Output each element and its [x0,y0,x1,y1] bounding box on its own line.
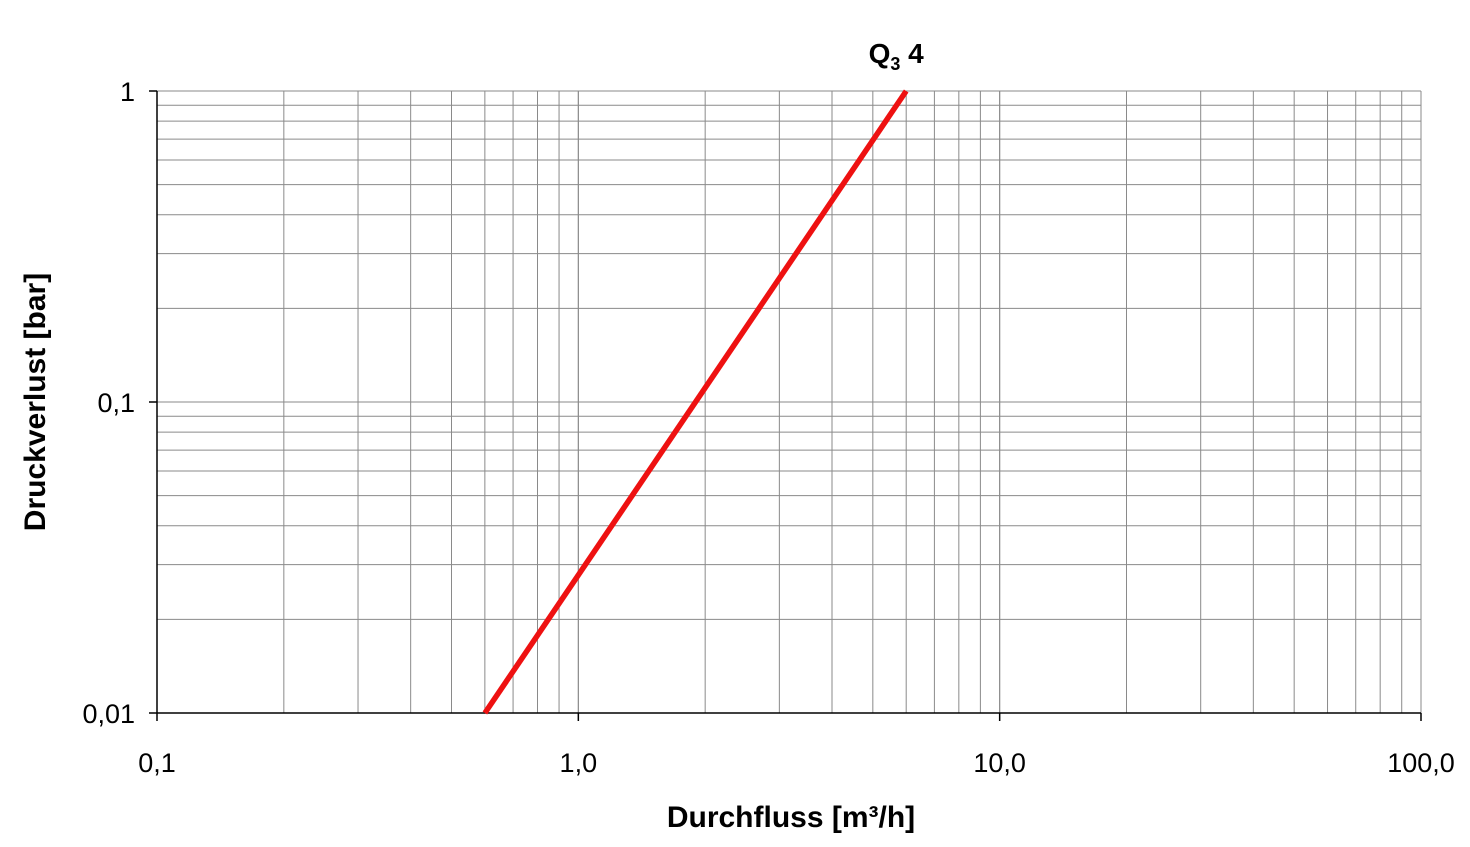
tick-labels: 0,1 1,0 10,0 100,010,10,01 [82,77,1454,778]
x-tick-label: 1,0 [560,748,598,778]
x-tick-label: 0,1 [138,748,176,778]
axes [149,90,1422,721]
y-axis-title: Druckverlust [bar] [19,273,52,531]
annotation-subscript: 3 [890,54,900,74]
x-tick-label: 100,0 [1387,748,1455,778]
series-lines [482,89,909,715]
x-axis-title: Durchfluss [m³/h] [667,801,915,834]
annotation-rest: 4 [900,38,924,69]
y-tick-label: 1 [120,77,135,107]
annotation-main: Q [869,38,891,69]
y-tick-label: 0,1 [97,388,135,418]
y-tick-label: 0,01 [82,699,135,729]
grid-lines [157,90,1422,713]
x-tick-label: 10,0 [973,748,1026,778]
curve-annotation: Q3 4 [869,38,925,74]
series-line [482,89,909,715]
